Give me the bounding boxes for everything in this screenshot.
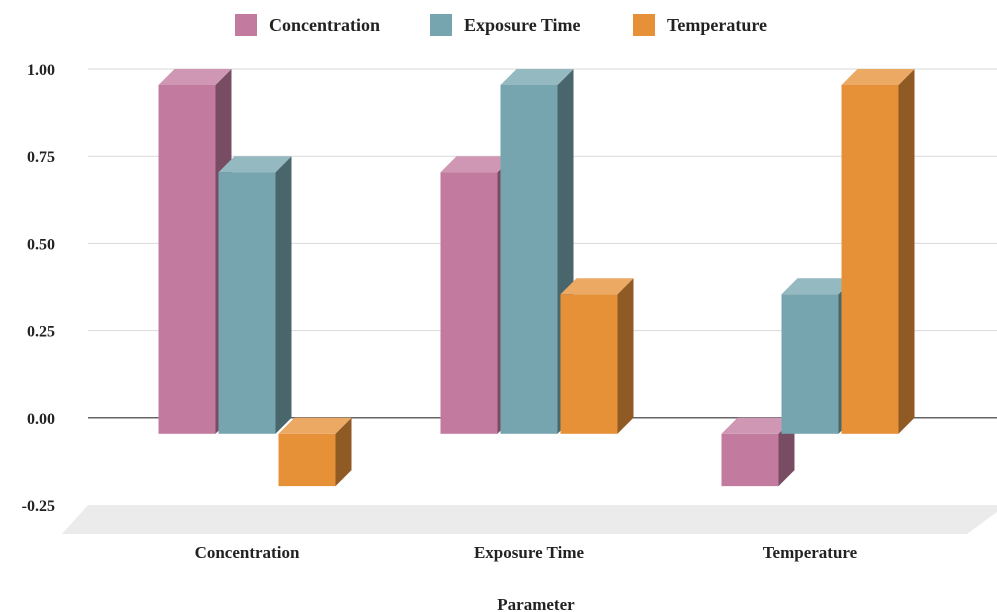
floor-plane — [62, 505, 997, 534]
bar-side — [275, 156, 292, 434]
legend-label: Exposure Time — [464, 15, 581, 35]
y-tick-label: 0.50 — [27, 236, 55, 253]
bar-top — [721, 417, 795, 434]
bar-front — [841, 85, 899, 434]
bar-top — [218, 156, 292, 173]
bar — [218, 156, 292, 434]
bar-side — [335, 417, 352, 487]
x-axis-categories: Concentration Exposure Time Temperature — [195, 543, 858, 562]
y-axis-ticks: -0.25 0.00 0.25 0.50 0.75 1.00 — [22, 62, 55, 515]
bar-side — [898, 69, 915, 434]
legend-label: Concentration — [269, 15, 380, 35]
bar-top — [278, 417, 352, 434]
y-tick-label: 0.25 — [27, 324, 55, 341]
legend-swatch — [633, 14, 655, 36]
bar-front — [781, 294, 839, 434]
x-tick-label: Temperature — [763, 543, 858, 562]
y-tick-label: 0.75 — [27, 149, 55, 166]
legend-swatch — [235, 14, 257, 36]
legend: Concentration Exposure Time Temperature — [235, 14, 767, 36]
bar — [721, 417, 795, 487]
y-tick-label: -0.25 — [22, 498, 55, 515]
bar-top — [158, 69, 232, 85]
bar-top — [500, 69, 574, 85]
legend-label: Temperature — [667, 15, 767, 35]
bar-front — [721, 433, 779, 487]
x-axis-title: Parameter — [497, 595, 575, 612]
chart-floor — [62, 505, 997, 534]
bar — [841, 69, 915, 434]
x-tick-label: Concentration — [195, 543, 300, 562]
legend-swatch — [430, 14, 452, 36]
bar-top — [440, 156, 514, 173]
bar-top — [781, 278, 855, 295]
bar-side — [617, 278, 634, 434]
bar — [278, 417, 352, 487]
bar — [560, 278, 634, 434]
y-tick-label: 0.00 — [27, 411, 55, 428]
bar-top — [560, 278, 634, 295]
bar-front — [218, 172, 276, 434]
bar-front — [440, 172, 498, 434]
bar — [500, 69, 574, 434]
bars — [158, 69, 915, 487]
x-tick-label: Exposure Time — [474, 543, 585, 562]
bar-side — [778, 417, 795, 487]
bar-top — [841, 69, 915, 85]
bar-front — [500, 85, 558, 434]
bar-front — [278, 433, 336, 487]
bar-front — [560, 294, 618, 434]
bar-front — [158, 85, 216, 434]
y-tick-label: 1.00 — [27, 62, 55, 79]
